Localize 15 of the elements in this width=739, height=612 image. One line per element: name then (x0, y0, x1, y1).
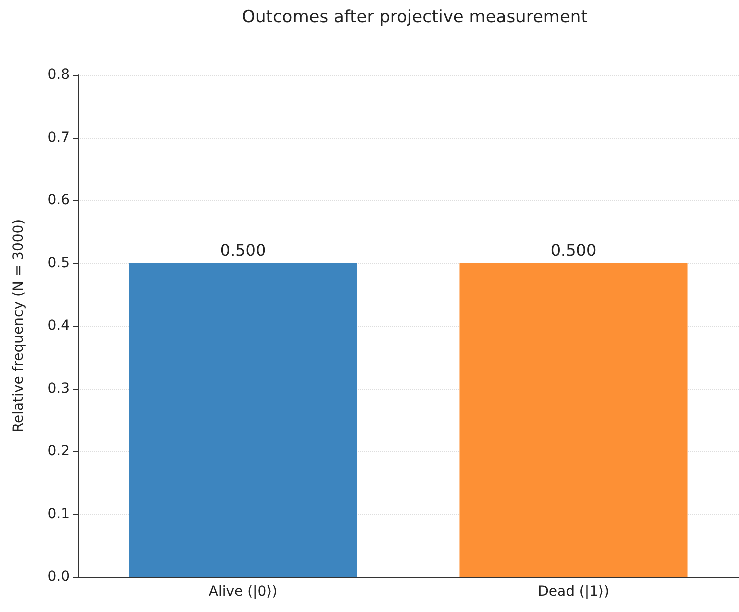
y-tick-label: 0.2 (48, 444, 70, 460)
y-tick-label: 0.4 (48, 318, 70, 334)
data-label: 0.500 (550, 240, 597, 260)
y-tick-label: 0.7 (48, 130, 70, 146)
x-tick-label: Alive (|0⟩) (208, 584, 278, 600)
y-axis-title: Relative frequency (N = 3000) (11, 219, 27, 433)
data-label: 0.500 (220, 240, 266, 260)
y-tick-label: 0.1 (48, 506, 70, 522)
y-tick-label: 0.3 (48, 380, 70, 397)
x-tick-label: Dead (|1⟩) (538, 584, 610, 600)
y-tick-label: 0.8 (48, 67, 70, 83)
y-tick-label: 0.5 (48, 255, 70, 272)
y-tick-label: 0.0 (48, 569, 70, 585)
chart-title: Outcomes after projective measurement (242, 8, 588, 28)
y-tick-label: 0.6 (48, 192, 70, 208)
